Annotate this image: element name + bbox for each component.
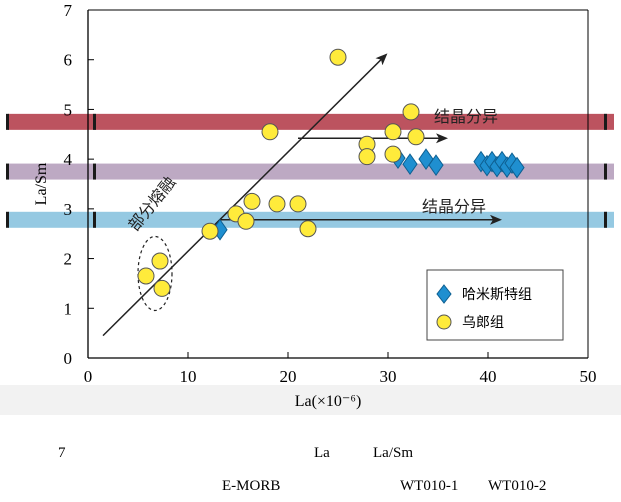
y-tick-label: 3 <box>64 200 73 219</box>
circle-point <box>243 192 261 210</box>
caption-wt010-2: WT010-2 <box>488 478 547 494</box>
band-1-tick-1 <box>93 163 96 180</box>
y-tick-label: 7 <box>64 1 73 20</box>
x-tick-label: 20 <box>280 367 297 386</box>
y-axis-title: La/Sm <box>33 162 50 205</box>
circle-point <box>289 195 307 213</box>
fractional-crystallization-upper-label: 结晶分异 <box>434 107 498 126</box>
y-tick-label: 0 <box>64 349 73 368</box>
band-0-tick-0 <box>6 113 9 130</box>
circle-point <box>261 123 279 141</box>
circle-point <box>384 145 402 163</box>
circle-point <box>268 195 286 213</box>
circle-point <box>151 252 169 270</box>
legend: 哈米斯特组 乌郎组 <box>426 269 564 341</box>
y-tick-label: 2 <box>64 250 73 269</box>
x-axis-title: La(×10⁻⁶) <box>295 393 362 410</box>
circle-point <box>407 128 425 146</box>
y-tick-label: 4 <box>64 150 73 169</box>
caption-emorb: E-MORB <box>222 478 281 494</box>
x-tick-label: 50 <box>580 367 597 386</box>
caption-lasm: La/Sm <box>373 445 413 461</box>
band-0-tick-1 <box>93 113 96 130</box>
axes: 0 10 20 30 40 50 0 1 2 3 4 5 6 7 La(×10⁻⁶) La/Sm <box>33 1 597 410</box>
xlabel-background <box>0 385 621 415</box>
band-2-tick-1 <box>93 211 96 228</box>
legend-box <box>426 269 564 341</box>
legend-diamond-marker <box>436 284 452 304</box>
band-2-tick-2 <box>604 211 607 228</box>
x-tick-label: 0 <box>84 367 93 386</box>
caption-figure-number: 7 <box>58 445 66 461</box>
diamond-point <box>428 154 444 176</box>
circle-point <box>358 148 376 166</box>
circle-point <box>237 212 255 230</box>
y-tick-label: 5 <box>64 100 73 119</box>
legend-label-hamisite: 哈米斯特组 <box>462 287 532 303</box>
legend-label-wulang: 乌郎组 <box>462 315 504 331</box>
caption-la: La <box>314 445 330 461</box>
circle-point <box>299 220 317 238</box>
band-2-tick-0 <box>6 211 9 228</box>
data-points <box>137 48 525 297</box>
diamond-point <box>509 156 525 179</box>
horizontal-bands <box>0 0 621 415</box>
diamond-point <box>402 153 418 175</box>
plot-background <box>0 0 621 415</box>
band-0 <box>8 113 614 130</box>
circle-point <box>153 279 171 297</box>
y-tick-label: 6 <box>64 51 73 70</box>
circle-point <box>137 267 155 285</box>
circle-point <box>402 103 420 121</box>
band-1-tick-2 <box>604 163 607 180</box>
cluster-ellipse <box>137 235 173 312</box>
x-tick-label: 40 <box>480 367 497 386</box>
x-tick-label: 10 <box>180 367 197 386</box>
circle-point <box>329 48 347 66</box>
caption-wt010-1: WT010-1 <box>400 478 459 494</box>
band-1 <box>8 163 614 180</box>
fractional-crystallization-lower-label: 结晶分异 <box>422 197 486 216</box>
band-0-tick-2 <box>604 113 607 130</box>
partial-melting-arrow <box>102 53 388 337</box>
circle-point <box>201 222 219 240</box>
x-tick-label: 30 <box>380 367 397 386</box>
circle-point <box>384 123 402 141</box>
y-tick-label: 1 <box>64 299 73 318</box>
band-1-tick-0 <box>6 163 9 180</box>
legend-circle-marker <box>436 314 452 330</box>
